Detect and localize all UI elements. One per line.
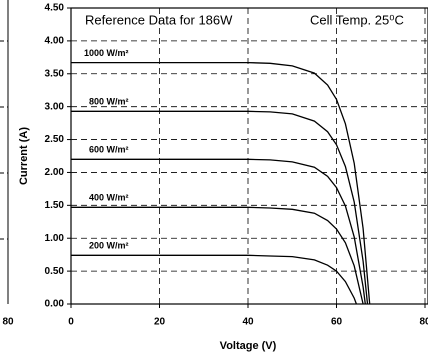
curve-label: 1000 W/m² (84, 48, 129, 58)
x-tick-label: 20 (154, 317, 166, 328)
y-tick-label: 3.00 (45, 101, 65, 112)
curve (71, 61, 371, 305)
left-panel-ticks (0, 40, 8, 240)
curve-label: 400 W/m² (89, 193, 129, 203)
y-tick-label: 0.00 (45, 299, 65, 310)
curve (71, 206, 364, 305)
y-tick-label: 1.00 (45, 233, 65, 244)
y-tick-label: 4.00 (45, 36, 65, 47)
x-tick-label: 60 (331, 317, 343, 328)
y-axis-label: Current (A) (18, 127, 30, 185)
y-tick-label: 4.50 (45, 3, 65, 14)
x-tick-label: 80 (419, 317, 428, 328)
plot-frame (70, 7, 428, 305)
x-tick-label: 80 (2, 317, 14, 328)
annotation: Reference Data for 186W (85, 12, 233, 27)
x-axis-label: Voltage (V) (220, 340, 277, 352)
curve-label: 600 W/m² (89, 145, 129, 155)
curve-label: 800 W/m² (89, 97, 129, 107)
curve (71, 110, 369, 305)
y-tick-label: 0.50 (45, 266, 65, 277)
x-tick-label: 0 (68, 317, 74, 328)
curve (71, 254, 358, 305)
annotation: Cell Temp. 25⁰C (310, 12, 404, 27)
y-tick-label: 2.50 (45, 134, 65, 145)
y-tick-label: 2.00 (45, 167, 65, 178)
x-tick-label: 40 (242, 317, 254, 328)
y-tick-label: 1.50 (45, 200, 65, 211)
y-tick-label: 3.50 (45, 68, 65, 79)
curve (71, 158, 366, 305)
curve-label: 200 W/m² (89, 241, 129, 251)
